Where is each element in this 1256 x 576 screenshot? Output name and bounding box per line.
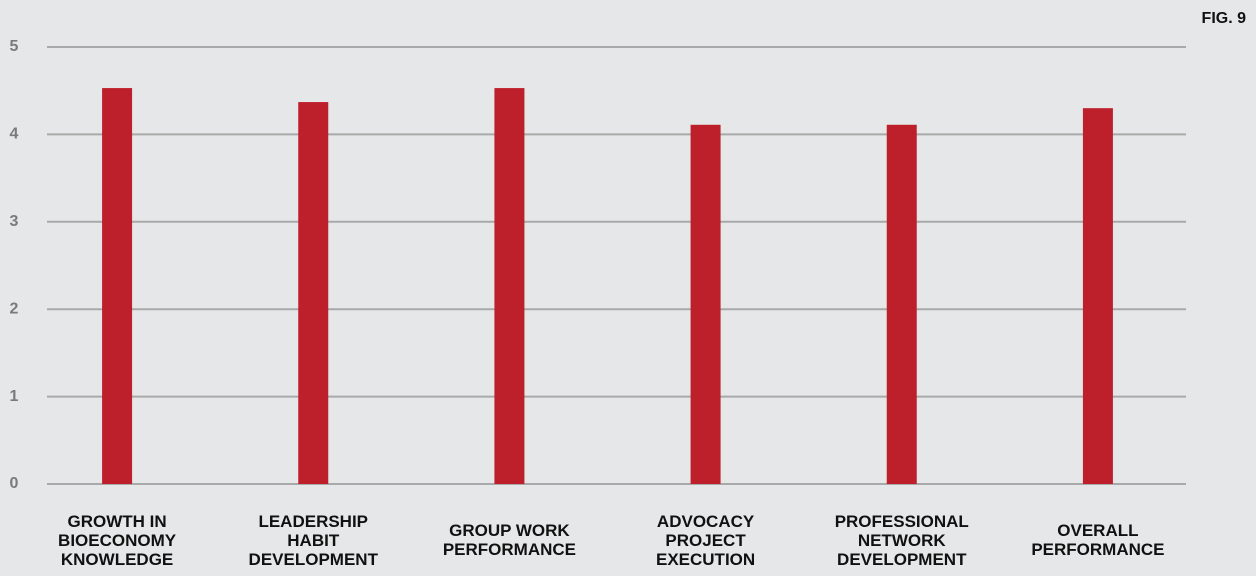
x-tick-label: OVERALL PERFORMANCE <box>1031 521 1165 559</box>
y-tick-label: 0 <box>10 475 19 492</box>
bar <box>690 124 721 484</box>
x-tick-label: GROUP WORK PERFORMANCE <box>442 521 576 559</box>
bar <box>886 124 917 484</box>
x-tick-label: PROFESSIONAL NETWORK DEVELOPMENT <box>834 511 969 569</box>
y-tick-label: 4 <box>10 126 19 143</box>
bar <box>494 88 525 484</box>
y-tick-label: 3 <box>10 213 19 230</box>
figure-label: FIG. 9 <box>1202 10 1247 27</box>
y-tick-label: 5 <box>10 38 19 55</box>
bar <box>298 102 329 484</box>
x-tick-label: ADVOCACY PROJECT EXECUTION <box>655 511 756 569</box>
y-tick-label: 2 <box>10 300 19 317</box>
x-tick-label: LEADERSHIP HABIT DEVELOPMENT <box>248 511 378 569</box>
y-tick-label: 1 <box>10 388 19 405</box>
x-tick-label: GROWTH IN BIOECONOMY KNOWLEDGE <box>58 511 177 569</box>
bar <box>1082 108 1113 485</box>
bar <box>102 88 133 484</box>
